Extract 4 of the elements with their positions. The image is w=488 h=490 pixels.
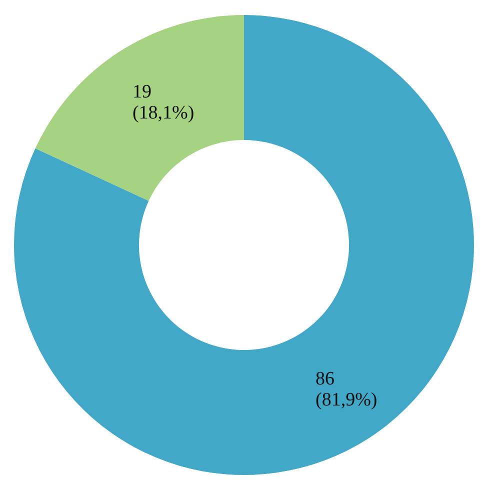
- data-label: 86 (81,9%): [316, 368, 378, 410]
- donut-slice: [14, 15, 474, 475]
- data-label: 19 (18,1%): [132, 82, 194, 124]
- donut-slice: [35, 15, 244, 201]
